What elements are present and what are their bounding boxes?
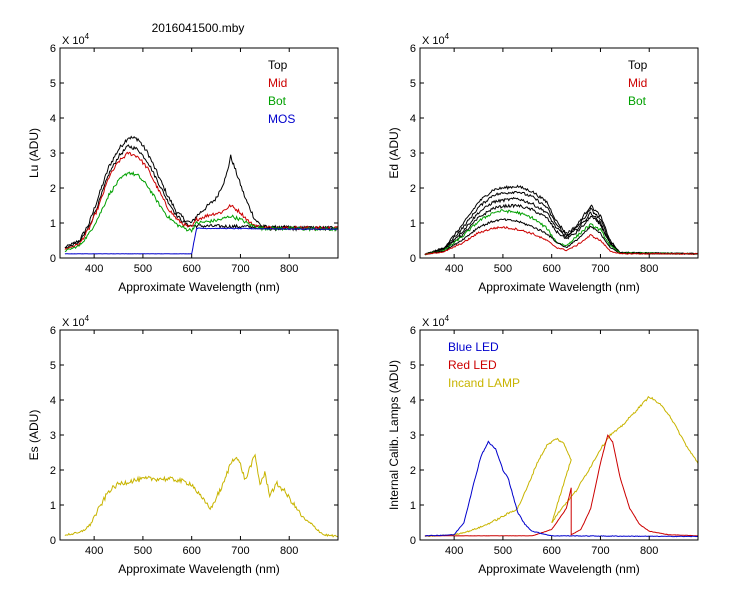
series-es: [64, 453, 338, 538]
x-tick-label: 500: [494, 545, 512, 557]
x-tick-label: 700: [591, 545, 609, 557]
x-axis-label: Approximate Wavelength (nm): [118, 562, 280, 576]
x-tick-label: 600: [543, 545, 561, 557]
panel-calib: 0 1 2 3 4 5 6 400 500 600 700 800 X 104 Approximate W…: [387, 314, 699, 576]
scale-exponent: 4: [85, 314, 90, 323]
series-group: [64, 135, 338, 255]
x-tick-label: 800: [640, 545, 658, 557]
x-tick-label: 700: [591, 263, 609, 275]
legend-entry-red-led: Red LED: [448, 358, 497, 372]
x-tick-label: 600: [543, 263, 561, 275]
y-tick-label: 3: [50, 430, 56, 442]
x-axis-label: Approximate Wavelength (nm): [478, 562, 640, 576]
series-top-4: [424, 203, 698, 256]
x-tick-label: 400: [85, 545, 103, 557]
x-tick-label: 700: [231, 263, 249, 275]
y-tick-label: 6: [50, 325, 56, 337]
series-group: [424, 184, 698, 256]
x-tick-label: 800: [280, 545, 298, 557]
y-tick-label: 4: [50, 113, 56, 125]
y-tick-label: 5: [410, 78, 416, 90]
y-tick-label: 4: [410, 395, 416, 407]
series-mid: [424, 225, 698, 255]
legend-entry-top: Top: [628, 58, 648, 72]
x-tick-label: 500: [494, 263, 512, 275]
series-mos: [64, 227, 338, 255]
legend-entry-mid: Mid: [268, 76, 287, 90]
series-blue-led: [424, 440, 698, 538]
x-tick-label: 800: [640, 263, 658, 275]
y-tick-label: 2: [50, 183, 56, 195]
legend-entry-top: Top: [268, 58, 288, 72]
series-bot: [64, 171, 338, 252]
y-tick-label: 1: [50, 500, 56, 512]
legend-entry-bot: Bot: [628, 94, 647, 108]
y-tick-label: 3: [410, 148, 416, 160]
figure-title: 2016041500.mby: [152, 21, 245, 35]
legend-entry-bot: Bot: [268, 94, 287, 108]
y-axis-label: Es (ADU): [27, 410, 41, 461]
y-tick-label: 5: [410, 360, 416, 372]
series-red-led: [424, 434, 698, 537]
x-tick-label: 600: [183, 263, 201, 275]
y-tick-label: 4: [410, 113, 416, 125]
y-tick-label: 6: [410, 43, 416, 55]
x-tick-label: 500: [134, 263, 152, 275]
y-axis-label: Internal Calib. Lamps (ADU): [387, 360, 401, 510]
series-top: [64, 135, 338, 249]
scale-factor-label: X 104: [62, 32, 90, 47]
y-tick-label: 2: [410, 465, 416, 477]
legend-entry-blue-led: Blue LED: [448, 340, 499, 354]
panel-lu: 0 1 2 3 4 5 6 400 500 600 700 800 X 104 Approximate W…: [27, 32, 339, 294]
scale-factor-label: X 104: [62, 314, 90, 329]
series-group: [64, 453, 338, 538]
x-axis-label: Approximate Wavelength (nm): [478, 280, 640, 294]
y-tick-label: 2: [50, 465, 56, 477]
series-incand-lamp: [424, 395, 698, 538]
series-group: [424, 395, 698, 538]
x-tick-label: 800: [280, 263, 298, 275]
y-tick-label: 5: [50, 78, 56, 90]
y-tick-label: 0: [50, 253, 56, 265]
y-tick-label: 1: [410, 218, 416, 230]
y-tick-label: 1: [410, 500, 416, 512]
x-tick-label: 500: [134, 545, 152, 557]
x-tick-label: 400: [445, 263, 463, 275]
scale-factor-label: X 104: [422, 314, 450, 329]
y-tick-label: 2: [410, 183, 416, 195]
y-tick-label: 0: [410, 253, 416, 265]
y-tick-label: 6: [410, 325, 416, 337]
x-tick-label: 700: [231, 545, 249, 557]
y-tick-label: 1: [50, 218, 56, 230]
series-top-2: [64, 144, 338, 249]
scale-exponent: 4: [85, 32, 90, 41]
y-tick-label: 0: [410, 535, 416, 547]
x-axis-label: Approximate Wavelength (nm): [118, 280, 280, 294]
legend-entry-mos: MOS: [268, 112, 295, 126]
x-tick-label: 400: [85, 263, 103, 275]
panel-ed: 0 1 2 3 4 5 6 400 500 600 700 800 X 104 Approximate W…: [387, 32, 699, 294]
scale-exponent: 4: [445, 314, 450, 323]
y-tick-label: 6: [50, 43, 56, 55]
scale-factor-label: X 104: [422, 32, 450, 47]
x-tick-label: 600: [183, 545, 201, 557]
y-axis-label: Ed (ADU): [387, 127, 401, 178]
y-tick-label: 3: [50, 148, 56, 160]
legend-entry-incand-lamp: Incand LAMP: [448, 376, 520, 390]
scale-exponent: 4: [445, 32, 450, 41]
legend-entry-mid: Mid: [628, 76, 647, 90]
y-tick-label: 5: [50, 360, 56, 372]
panel-es: 0 1 2 3 4 5 6 400 500 600 700 800 X 104 Approximate W…: [27, 314, 339, 576]
x-tick-label: 400: [445, 545, 463, 557]
y-tick-label: 4: [50, 395, 56, 407]
y-axis-label: Lu (ADU): [27, 128, 41, 178]
y-tick-label: 3: [410, 430, 416, 442]
y-tick-label: 0: [50, 535, 56, 547]
